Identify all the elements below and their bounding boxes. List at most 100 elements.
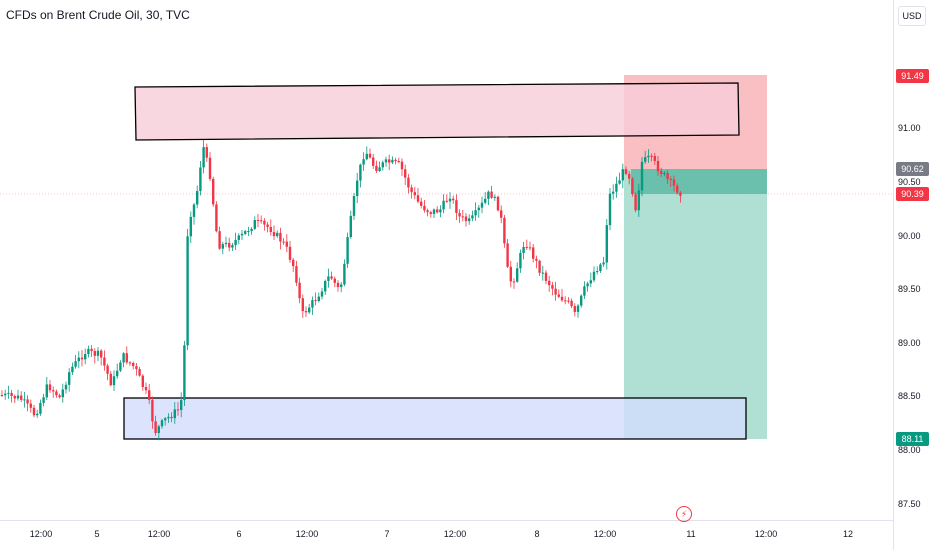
candle-body (237, 235, 240, 240)
candle-body (474, 210, 477, 216)
candle-body (621, 169, 624, 181)
candle-body (215, 204, 218, 232)
candle-body (135, 366, 138, 370)
candle-body (333, 278, 336, 283)
candle-body (266, 224, 269, 227)
candle-body (253, 219, 256, 229)
time-label: 12:00 (593, 529, 617, 539)
candle-body (384, 159, 388, 163)
candle-body (362, 159, 365, 165)
supply-zone-rectangle[interactable] (134, 82, 740, 141)
lightning-icon[interactable]: ⚡ (676, 506, 692, 522)
candle-body (176, 409, 180, 411)
candle-body (224, 242, 228, 245)
price-chart[interactable] (0, 0, 893, 520)
candle-body (23, 399, 26, 401)
candle-body (276, 232, 279, 237)
candle-body (234, 239, 237, 246)
take-profit-price-tag: 88.11 (896, 432, 929, 446)
candlestick-series (0, 139, 682, 441)
candle-body (170, 416, 173, 419)
candle-body (468, 218, 471, 222)
candle-body (199, 167, 202, 192)
candle-body (464, 216, 468, 222)
candle-body (122, 353, 125, 363)
price-axis[interactable]: USD 91.00 90.50 90.00 89.50 89.00 88.50 … (893, 0, 932, 550)
candle-body (660, 171, 663, 175)
candle-body (228, 242, 231, 248)
candle-body (272, 232, 276, 237)
candle-body (583, 286, 586, 296)
time-label: 12:00 (29, 529, 53, 539)
chart-title: CFDs on Brent Crude Oil, 30, TVC (6, 8, 190, 22)
candle-body (573, 306, 576, 312)
candle-body (650, 155, 653, 157)
candle-body (554, 288, 557, 295)
take-profit-zone[interactable] (624, 169, 767, 439)
candle-body (471, 215, 474, 219)
price-label: 88.00 (898, 445, 921, 455)
candle-body (439, 209, 442, 213)
candle-body (432, 209, 436, 214)
candle-body (109, 373, 112, 386)
time-axis[interactable]: 12:00 5 12:00 6 12:00 7 12:00 8 12:00 11… (0, 520, 893, 550)
entry-price-tag: 90.62 (896, 162, 929, 176)
candle-body (570, 300, 573, 307)
candle-body (112, 376, 116, 386)
candle-body (180, 400, 183, 410)
entry-profit-zone (631, 169, 767, 194)
candle-body (359, 164, 362, 181)
candle-body (487, 191, 490, 199)
candle-body (576, 305, 580, 312)
candle-body (167, 416, 170, 419)
candle-body (173, 409, 176, 419)
candle-body (125, 353, 128, 363)
candle-body (10, 392, 13, 397)
candle-body (212, 178, 215, 205)
candle-body (506, 243, 509, 267)
candle-body (452, 198, 455, 201)
demand-zone-rectangle[interactable] (123, 397, 747, 440)
candle-body (378, 167, 381, 171)
candle-body (96, 350, 100, 356)
candle-body (490, 191, 493, 198)
price-label: 91.00 (898, 123, 921, 133)
candle-body (640, 161, 644, 191)
candle-body (423, 205, 426, 211)
candle-body (340, 284, 343, 288)
candle-body (45, 384, 48, 398)
candle-body (48, 384, 52, 391)
candle-body (164, 418, 167, 421)
candle-body (477, 207, 480, 211)
candle-body (436, 209, 439, 213)
candle-body (151, 399, 154, 422)
candle-body (292, 259, 295, 267)
candle-body (240, 233, 244, 236)
candle-body (336, 282, 340, 288)
candle-body (119, 362, 122, 371)
candle-body (672, 179, 676, 186)
time-label: 8 (534, 529, 540, 539)
candle-body (503, 217, 506, 244)
candle-body (256, 219, 260, 221)
candle-body (356, 180, 359, 196)
candle-body (13, 396, 16, 399)
chart-area[interactable]: CFDs on Brent Crude Oil, 30, TVC (0, 0, 893, 520)
candle-body (4, 393, 7, 396)
price-label: 87.50 (898, 499, 921, 509)
candle-body (186, 236, 189, 346)
candle-body (202, 147, 205, 168)
candle-body (535, 258, 538, 261)
candle-body (404, 169, 407, 178)
time-label: 5 (94, 529, 100, 539)
price-label: 90.00 (898, 231, 921, 241)
currency-button[interactable]: USD (898, 6, 926, 26)
candle-body (448, 198, 452, 202)
candle-body (282, 241, 285, 243)
candle-body (221, 244, 224, 249)
candle-body (634, 194, 637, 211)
candle-body (644, 157, 647, 162)
candle-body (74, 361, 77, 367)
candle-body (330, 276, 333, 279)
candle-body (304, 311, 308, 313)
